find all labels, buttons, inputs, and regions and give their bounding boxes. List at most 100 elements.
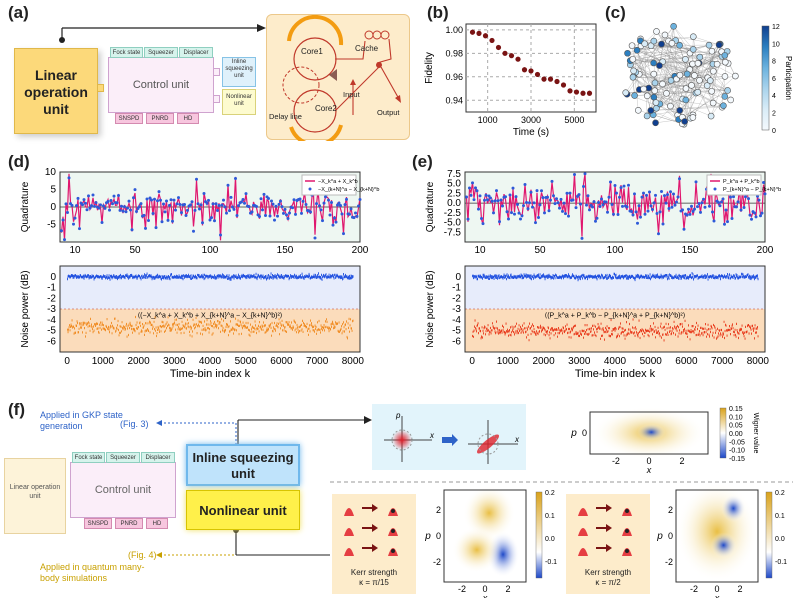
network-node xyxy=(694,60,702,67)
kerr-marker xyxy=(391,549,395,553)
hd-tab: HD xyxy=(177,113,199,124)
kerr-value-2: κ = π/2 xyxy=(595,578,621,587)
quadrature-point xyxy=(150,198,153,202)
kerr-marker xyxy=(391,529,395,533)
network-edge xyxy=(650,105,724,111)
participation-label: Participation xyxy=(784,56,792,100)
quadrature-point xyxy=(333,216,336,220)
quadrature-point xyxy=(676,195,680,199)
network-edge xyxy=(636,50,686,60)
wigner-blob xyxy=(452,526,502,573)
quadrature-point xyxy=(201,221,204,225)
quadrature-point xyxy=(604,200,608,204)
network-node xyxy=(706,77,714,84)
network-node xyxy=(721,93,729,100)
noise-y-tick: 0 xyxy=(50,272,56,283)
quadrature-point xyxy=(511,186,515,190)
quadrature-point xyxy=(355,214,359,218)
noise-y-tick: -2 xyxy=(47,293,56,304)
squeezing-schematic: p x x xyxy=(372,404,526,470)
fidelity-point xyxy=(469,29,476,35)
fidelity-y-tick: 1.00 xyxy=(445,25,463,35)
quadrature-y-tick: -2.5 xyxy=(444,208,462,219)
fock-state-tab: Fock state xyxy=(110,47,143,58)
wigner-value-label: Wigner value xyxy=(752,413,759,454)
quadrature-point xyxy=(64,202,68,206)
wigner-cbar-tick: -0.15 xyxy=(729,456,745,463)
quadrature-point xyxy=(342,232,345,236)
quadrature-point xyxy=(130,228,134,232)
quadrature-point xyxy=(559,197,563,201)
wigner-p-tick: 0 xyxy=(668,531,673,541)
quadrature-point xyxy=(597,201,600,205)
noise-x-tick: 1000 xyxy=(92,356,115,367)
quadrature-point xyxy=(717,200,720,204)
fidelity-x-tick: 5000 xyxy=(564,115,584,125)
network-node xyxy=(640,85,647,93)
quadrature-y-tick: 5 xyxy=(50,185,56,196)
quadrature-point xyxy=(687,207,690,211)
network-node xyxy=(696,53,704,61)
kerr-marker xyxy=(391,509,395,513)
legend-text-2: P_{k+N}^a − P_{k+N}^b xyxy=(723,187,781,193)
quadrature-point xyxy=(189,203,192,207)
network-node xyxy=(651,87,659,95)
quadrature-ylabel: Quadrature xyxy=(425,181,436,232)
quadrature-point xyxy=(760,211,764,215)
nonlinear-unit: Nonlinear unit xyxy=(186,490,300,530)
quadrature-point xyxy=(582,185,585,189)
wigner-x-tick: 2 xyxy=(680,456,685,466)
quadrature-point xyxy=(573,172,576,176)
network-edge xyxy=(644,43,648,116)
wigner-x-tick: 0 xyxy=(482,584,487,594)
quadrature-point xyxy=(145,197,149,201)
quadrature-point xyxy=(471,181,474,185)
network-node xyxy=(668,39,676,47)
network-node xyxy=(683,70,691,78)
network-node xyxy=(656,62,663,69)
quadrature-point xyxy=(169,198,173,202)
quadrature-point xyxy=(496,199,500,203)
fidelity-point xyxy=(502,50,508,56)
quadrature-point xyxy=(622,184,626,188)
quadrature-point xyxy=(330,201,333,205)
quadrature-point xyxy=(349,207,353,211)
panel-label-f: (f) xyxy=(8,400,25,419)
quadrature-point xyxy=(126,206,129,210)
inline-squeezing-unit: Inline squeezing unit xyxy=(186,444,300,486)
quadrature-x-tick: 10 xyxy=(474,245,486,256)
quadrature-x-tick: 200 xyxy=(352,245,369,256)
quadrature-point xyxy=(480,216,483,220)
quadrature-point xyxy=(475,189,479,193)
quadrature-point xyxy=(658,210,662,214)
network-edge xyxy=(713,71,728,91)
schematic-p-1: p xyxy=(395,411,401,420)
quadrature-point xyxy=(558,206,561,210)
noise-x-tick: 4000 xyxy=(604,356,627,367)
network-node xyxy=(652,99,660,106)
quadrature-point xyxy=(678,177,681,181)
network-node xyxy=(689,114,697,121)
kerr-state-in xyxy=(578,528,588,536)
wigner-p-tick: 2 xyxy=(668,505,673,515)
quadrature-point xyxy=(274,204,278,208)
quadrature-point xyxy=(328,213,332,217)
shot-noise-band xyxy=(465,266,765,309)
network-edge xyxy=(662,61,694,115)
quadrature-point xyxy=(472,198,476,202)
quadrature-point xyxy=(612,212,615,216)
fidelity-point xyxy=(547,76,554,82)
kerr-marker xyxy=(625,549,629,553)
quadrature-point xyxy=(514,195,518,199)
noise-ylabel: Noise power (dB) xyxy=(425,270,436,347)
quadrature-point xyxy=(288,211,291,215)
network-node xyxy=(624,49,631,57)
fidelity-point xyxy=(554,78,560,85)
nonlinear-circuit: Core1 Core2 Cache Delay line Input Outpu… xyxy=(269,15,401,147)
quadrature-point xyxy=(261,208,264,212)
quadrature-point xyxy=(226,183,230,187)
network-node xyxy=(633,46,641,54)
quadrature-point xyxy=(180,211,183,215)
quadrature-point xyxy=(571,198,575,202)
